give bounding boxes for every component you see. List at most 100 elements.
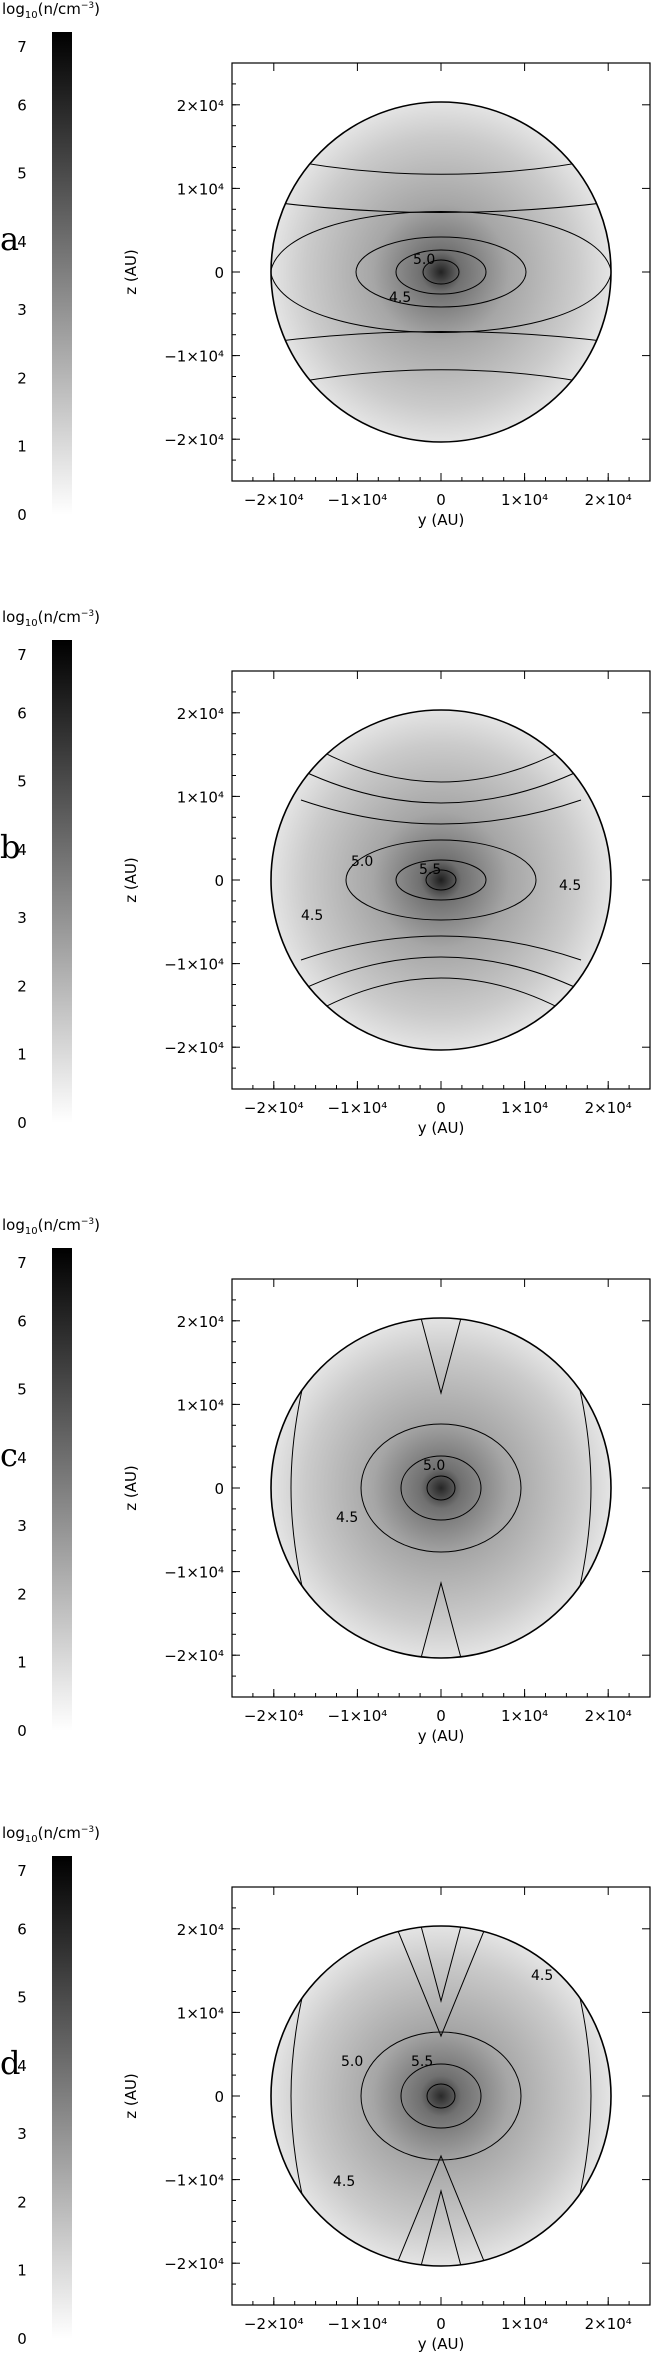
tick-label: 2×10⁴ xyxy=(585,1707,632,1725)
contour xyxy=(271,369,611,388)
contour-label: 4.5 xyxy=(333,2174,355,2190)
x-axis-label: y (AU) xyxy=(418,1727,465,1745)
contour xyxy=(300,956,582,991)
colorbar-title: log10(n/cm−3) xyxy=(2,1824,100,1845)
tick-label: 2×10⁴ xyxy=(177,1921,224,1939)
tick-label: 0 xyxy=(214,872,224,890)
panel-d: log10(n/cm−3) 0 1 2 3 4 5 6 7 d 5.0 5.5 4.5 4.5 −2×10⁴… xyxy=(0,1824,651,2353)
colorbar-tick: 6 xyxy=(17,96,27,114)
contour xyxy=(360,2031,522,2161)
contour-label: 5.0 xyxy=(351,854,373,870)
colorbar-tick: 7 xyxy=(17,1254,27,1272)
contour xyxy=(400,2063,482,2129)
y-axis-label: z (AU) xyxy=(122,857,140,903)
contour-label: 5.0 xyxy=(413,252,435,268)
colorbar-tick: 1 xyxy=(17,1046,27,1064)
contour-label: 4.5 xyxy=(531,1968,553,1984)
tick-label: −2×10⁴ xyxy=(164,1647,224,1665)
tick-label: −2×10⁴ xyxy=(244,491,304,509)
contour xyxy=(400,1455,482,1521)
contour xyxy=(395,1926,487,2038)
contour-label: 5.0 xyxy=(341,2054,363,2070)
tick-label: −2×10⁴ xyxy=(164,1039,224,1057)
panel-c: log10(n/cm−3) 0 1 2 3 4 5 6 7 c 5.0 4.5 −2×10⁴ −1×10⁴… xyxy=(0,1216,651,1745)
contour xyxy=(426,2083,456,2109)
tick-label: 2×10⁴ xyxy=(585,2315,632,2333)
contour xyxy=(420,2189,462,2266)
colorbar-tick: 3 xyxy=(17,301,27,319)
tick-label: −1×10⁴ xyxy=(328,491,388,509)
density-map xyxy=(270,101,612,443)
y-axis-label: z (AU) xyxy=(122,2073,140,2119)
tick-label: 0 xyxy=(436,2315,446,2333)
colorbar-tick: 0 xyxy=(17,1722,27,1740)
tick-label: −1×10⁴ xyxy=(328,1099,388,1117)
contour-label: 4.5 xyxy=(559,878,581,894)
tick-label: 1×10⁴ xyxy=(177,1396,224,1414)
colorbar-tick: 5 xyxy=(17,1381,27,1399)
colorbar-tick: 3 xyxy=(17,909,27,927)
contour xyxy=(355,236,527,308)
contour-label: 5.5 xyxy=(411,2054,433,2070)
colorbar-tick: 4 xyxy=(17,841,27,859)
colorbar-tick: 6 xyxy=(17,704,27,722)
colorbar-tick: 3 xyxy=(17,1517,27,1535)
panel-label: c xyxy=(0,1436,18,1474)
contour-lines xyxy=(271,156,611,388)
contour xyxy=(271,201,611,213)
tick-label: −2×10⁴ xyxy=(244,1707,304,1725)
colorbar-tick: 4 xyxy=(17,2057,27,2075)
tick-label: −1×10⁴ xyxy=(164,1564,224,1582)
tick-label: 0 xyxy=(214,264,224,282)
contour xyxy=(395,859,487,901)
y-axis-label: z (AU) xyxy=(122,1465,140,1511)
contour xyxy=(271,331,611,343)
contour xyxy=(271,211,611,271)
panel-label: a xyxy=(0,220,19,258)
colorbar-tick: 7 xyxy=(17,38,27,56)
panel-label: b xyxy=(0,828,20,866)
colorbar-title: log10(n/cm−3) xyxy=(2,0,100,21)
contour-label: 4.5 xyxy=(301,908,323,924)
colorbar-tick: 5 xyxy=(17,165,27,183)
contour-label: 5.0 xyxy=(423,1458,445,1474)
tick-label: −1×10⁴ xyxy=(328,2315,388,2333)
contour-lines xyxy=(300,739,582,1021)
tick-label: −2×10⁴ xyxy=(164,431,224,449)
contour xyxy=(300,977,582,1021)
contour xyxy=(420,1926,462,2003)
tick-label: 1×10⁴ xyxy=(501,491,548,509)
colorbar-tick: 6 xyxy=(17,1312,27,1330)
tick-label: 1×10⁴ xyxy=(177,788,224,806)
contour xyxy=(345,839,537,921)
colorbar-tick: 0 xyxy=(17,1114,27,1132)
panel-label: d xyxy=(0,2044,20,2082)
colorbar-tick: 5 xyxy=(17,773,27,791)
x-axis-label: y (AU) xyxy=(418,1119,465,1137)
density-map xyxy=(270,1317,612,1659)
colorbar-tick: 6 xyxy=(17,1920,27,1938)
panel-a: log10(n/cm−3) 0 1 2 3 4 5 6 7 a 5.0 4.5 −2×10⁴ −1×10⁴… xyxy=(0,0,651,529)
contour xyxy=(300,769,582,804)
colorbar xyxy=(52,1856,72,2339)
tick-label: 2×10⁴ xyxy=(177,705,224,723)
tick-label: 1×10⁴ xyxy=(501,1099,548,1117)
colorbar-tick: 1 xyxy=(17,2262,27,2280)
colorbar xyxy=(52,32,72,515)
x-axis-label: y (AU) xyxy=(418,511,465,529)
colorbar-tick: 4 xyxy=(17,1449,27,1467)
tick-label: 1×10⁴ xyxy=(501,2315,548,2333)
colorbar-tick: 7 xyxy=(17,646,27,664)
y-axis-label: z (AU) xyxy=(122,249,140,295)
colorbar-tick: 1 xyxy=(17,438,27,456)
colorbar-tick: 1 xyxy=(17,1654,27,1672)
contour xyxy=(300,935,582,961)
colorbar-tick: 2 xyxy=(17,2193,27,2211)
tick-label: −1×10⁴ xyxy=(164,348,224,366)
tick-label: 0 xyxy=(214,1480,224,1498)
contour xyxy=(422,259,460,285)
tick-label: −1×10⁴ xyxy=(164,956,224,974)
colorbar-tick: 4 xyxy=(17,233,27,251)
tick-label: −1×10⁴ xyxy=(328,1707,388,1725)
colorbar-tick: 2 xyxy=(17,1585,27,1603)
